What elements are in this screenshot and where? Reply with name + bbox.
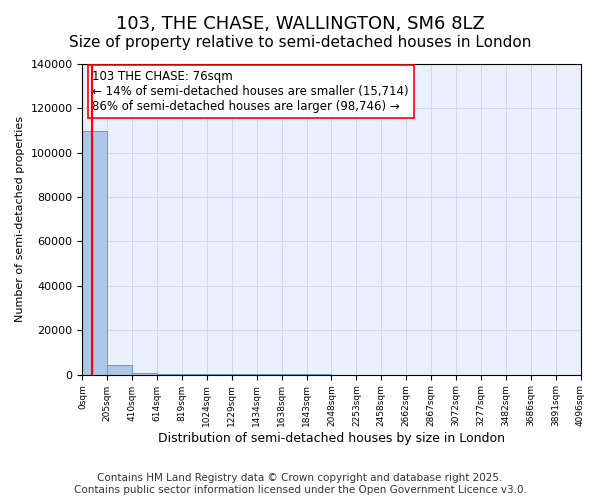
Text: 103 THE CHASE: 76sqm
← 14% of semi-detached houses are smaller (15,714)
86% of s: 103 THE CHASE: 76sqm ← 14% of semi-detac… xyxy=(92,70,409,113)
Y-axis label: Number of semi-detached properties: Number of semi-detached properties xyxy=(15,116,25,322)
Bar xyxy=(107,366,132,374)
X-axis label: Distribution of semi-detached houses by size in London: Distribution of semi-detached houses by … xyxy=(158,432,505,445)
Text: Contains HM Land Registry data © Crown copyright and database right 2025.
Contai: Contains HM Land Registry data © Crown c… xyxy=(74,474,526,495)
Bar xyxy=(132,373,157,374)
Text: Size of property relative to semi-detached houses in London: Size of property relative to semi-detach… xyxy=(69,35,531,50)
Bar xyxy=(82,130,107,374)
Text: 103, THE CHASE, WALLINGTON, SM6 8LZ: 103, THE CHASE, WALLINGTON, SM6 8LZ xyxy=(116,15,484,33)
